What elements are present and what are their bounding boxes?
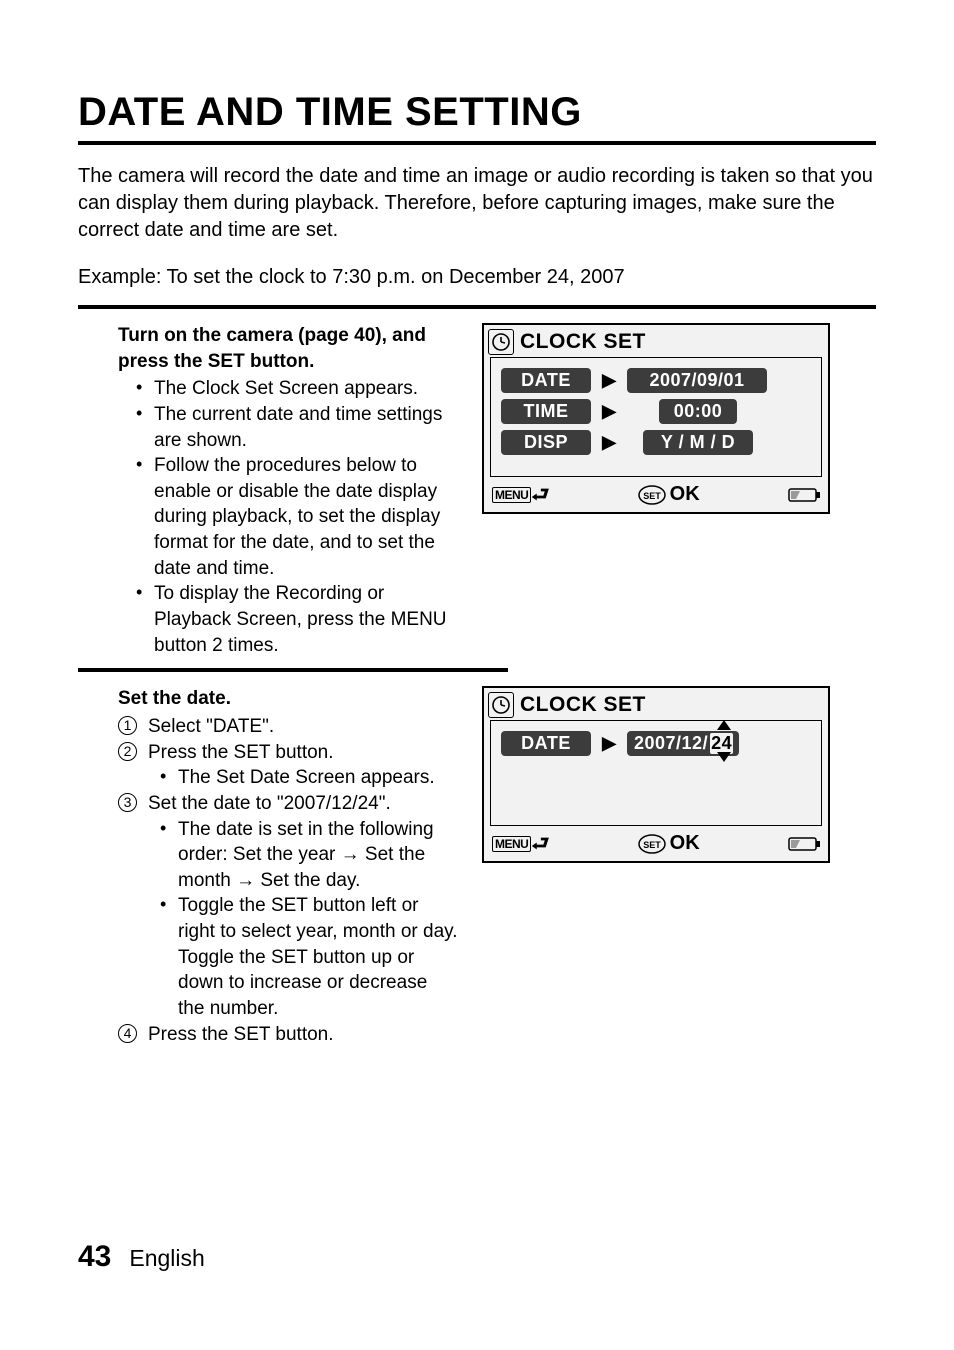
return-arrow-icon: ⮐ bbox=[531, 485, 549, 505]
date-label: DATE bbox=[501, 368, 591, 393]
step-2-item-text: Set the date to "2007/12/24". bbox=[148, 793, 391, 814]
time-value: 00:00 bbox=[659, 399, 737, 424]
menu-icon: MENU bbox=[492, 836, 531, 852]
divider bbox=[78, 305, 876, 309]
date-value: 2007/09/01 bbox=[627, 368, 767, 393]
menu-icon: MENU bbox=[492, 487, 531, 503]
arrow-right-icon: ▶ bbox=[591, 432, 627, 453]
ok-label: OK bbox=[670, 483, 700, 506]
arrow-right-icon: ▶ bbox=[591, 401, 627, 422]
intro-paragraph: The camera will record the date and time… bbox=[78, 163, 876, 244]
arrow-down-icon bbox=[717, 752, 731, 762]
battery-icon bbox=[788, 834, 822, 854]
time-label: TIME bbox=[501, 399, 591, 424]
page-footer: 43 English bbox=[78, 1240, 205, 1274]
step-2-item-text: Press the SET button. bbox=[148, 742, 334, 763]
arrow-up-icon bbox=[717, 720, 731, 730]
step-1-section: Turn on the camera (page 40), and press … bbox=[78, 323, 876, 658]
set-button-icon: SET bbox=[638, 485, 666, 505]
svg-text:SET: SET bbox=[643, 491, 661, 501]
svg-text:SET: SET bbox=[643, 840, 661, 850]
step-2-sub: The date is set in the following order: … bbox=[156, 817, 458, 894]
step-1-bullet: Follow the procedures below to enable or… bbox=[132, 453, 458, 581]
ok-label: OK bbox=[670, 832, 700, 855]
example-paragraph: Example: To set the clock to 7:30 p.m. o… bbox=[78, 264, 876, 291]
clock-icon bbox=[488, 329, 514, 355]
step-2-heading: Set the date. bbox=[118, 686, 458, 712]
date-edit-field: 2007/12/24 bbox=[627, 731, 739, 756]
step-2-sub: Toggle the SET button left or right to s… bbox=[156, 893, 458, 1021]
step-2-item: 4Press the SET button. bbox=[118, 1022, 458, 1048]
step-2-sub: The Set Date Screen appears. bbox=[156, 765, 458, 791]
screen-title: CLOCK SET bbox=[520, 693, 646, 717]
set-button-icon: SET bbox=[638, 834, 666, 854]
arrow-right-icon: ▶ bbox=[591, 370, 627, 391]
step-1-heading: Turn on the camera (page 40), and press … bbox=[118, 323, 458, 374]
date-year-month: 2007/12/ bbox=[633, 733, 709, 754]
page-title: DATE AND TIME SETTING bbox=[78, 90, 876, 145]
clock-set-screen-2: CLOCK SET DATE ▶ 2007/12/24 bbox=[482, 686, 830, 863]
return-arrow-icon: ⮐ bbox=[531, 834, 549, 854]
step-1-bullet: To display the Recording or Playback Scr… bbox=[132, 581, 458, 658]
step-2-item-text: Press the SET button. bbox=[148, 1024, 334, 1045]
clock-set-screen-1: CLOCK SET DATE ▶ 2007/09/01 TIME ▶ 00:00… bbox=[482, 323, 830, 514]
disp-label: DISP bbox=[501, 430, 591, 455]
date-label: DATE bbox=[501, 731, 591, 756]
clock-icon bbox=[488, 692, 514, 718]
step-1-bullet: The current date and time settings are s… bbox=[132, 402, 458, 453]
step-2-text: Set the date. 1Select "DATE". 2Press the… bbox=[78, 686, 458, 1047]
step-1-bullet: The Clock Set Screen appears. bbox=[132, 376, 458, 402]
step-2-item-text: Select "DATE". bbox=[148, 716, 274, 737]
screen-title: CLOCK SET bbox=[520, 330, 646, 354]
half-divider bbox=[78, 668, 508, 672]
disp-value: Y / M / D bbox=[643, 430, 753, 455]
step-1-text: Turn on the camera (page 40), and press … bbox=[78, 323, 458, 658]
battery-icon bbox=[788, 485, 822, 505]
step-2-item: 1Select "DATE". bbox=[118, 714, 458, 740]
step-2-item: 2Press the SET button. The Set Date Scre… bbox=[118, 740, 458, 791]
step-2-item: 3Set the date to "2007/12/24". The date … bbox=[118, 791, 458, 1022]
page-language: English bbox=[129, 1245, 204, 1272]
page-number: 43 bbox=[78, 1240, 111, 1274]
arrow-right-icon: ▶ bbox=[591, 733, 627, 754]
step-2-section: Set the date. 1Select "DATE". 2Press the… bbox=[78, 686, 876, 1047]
